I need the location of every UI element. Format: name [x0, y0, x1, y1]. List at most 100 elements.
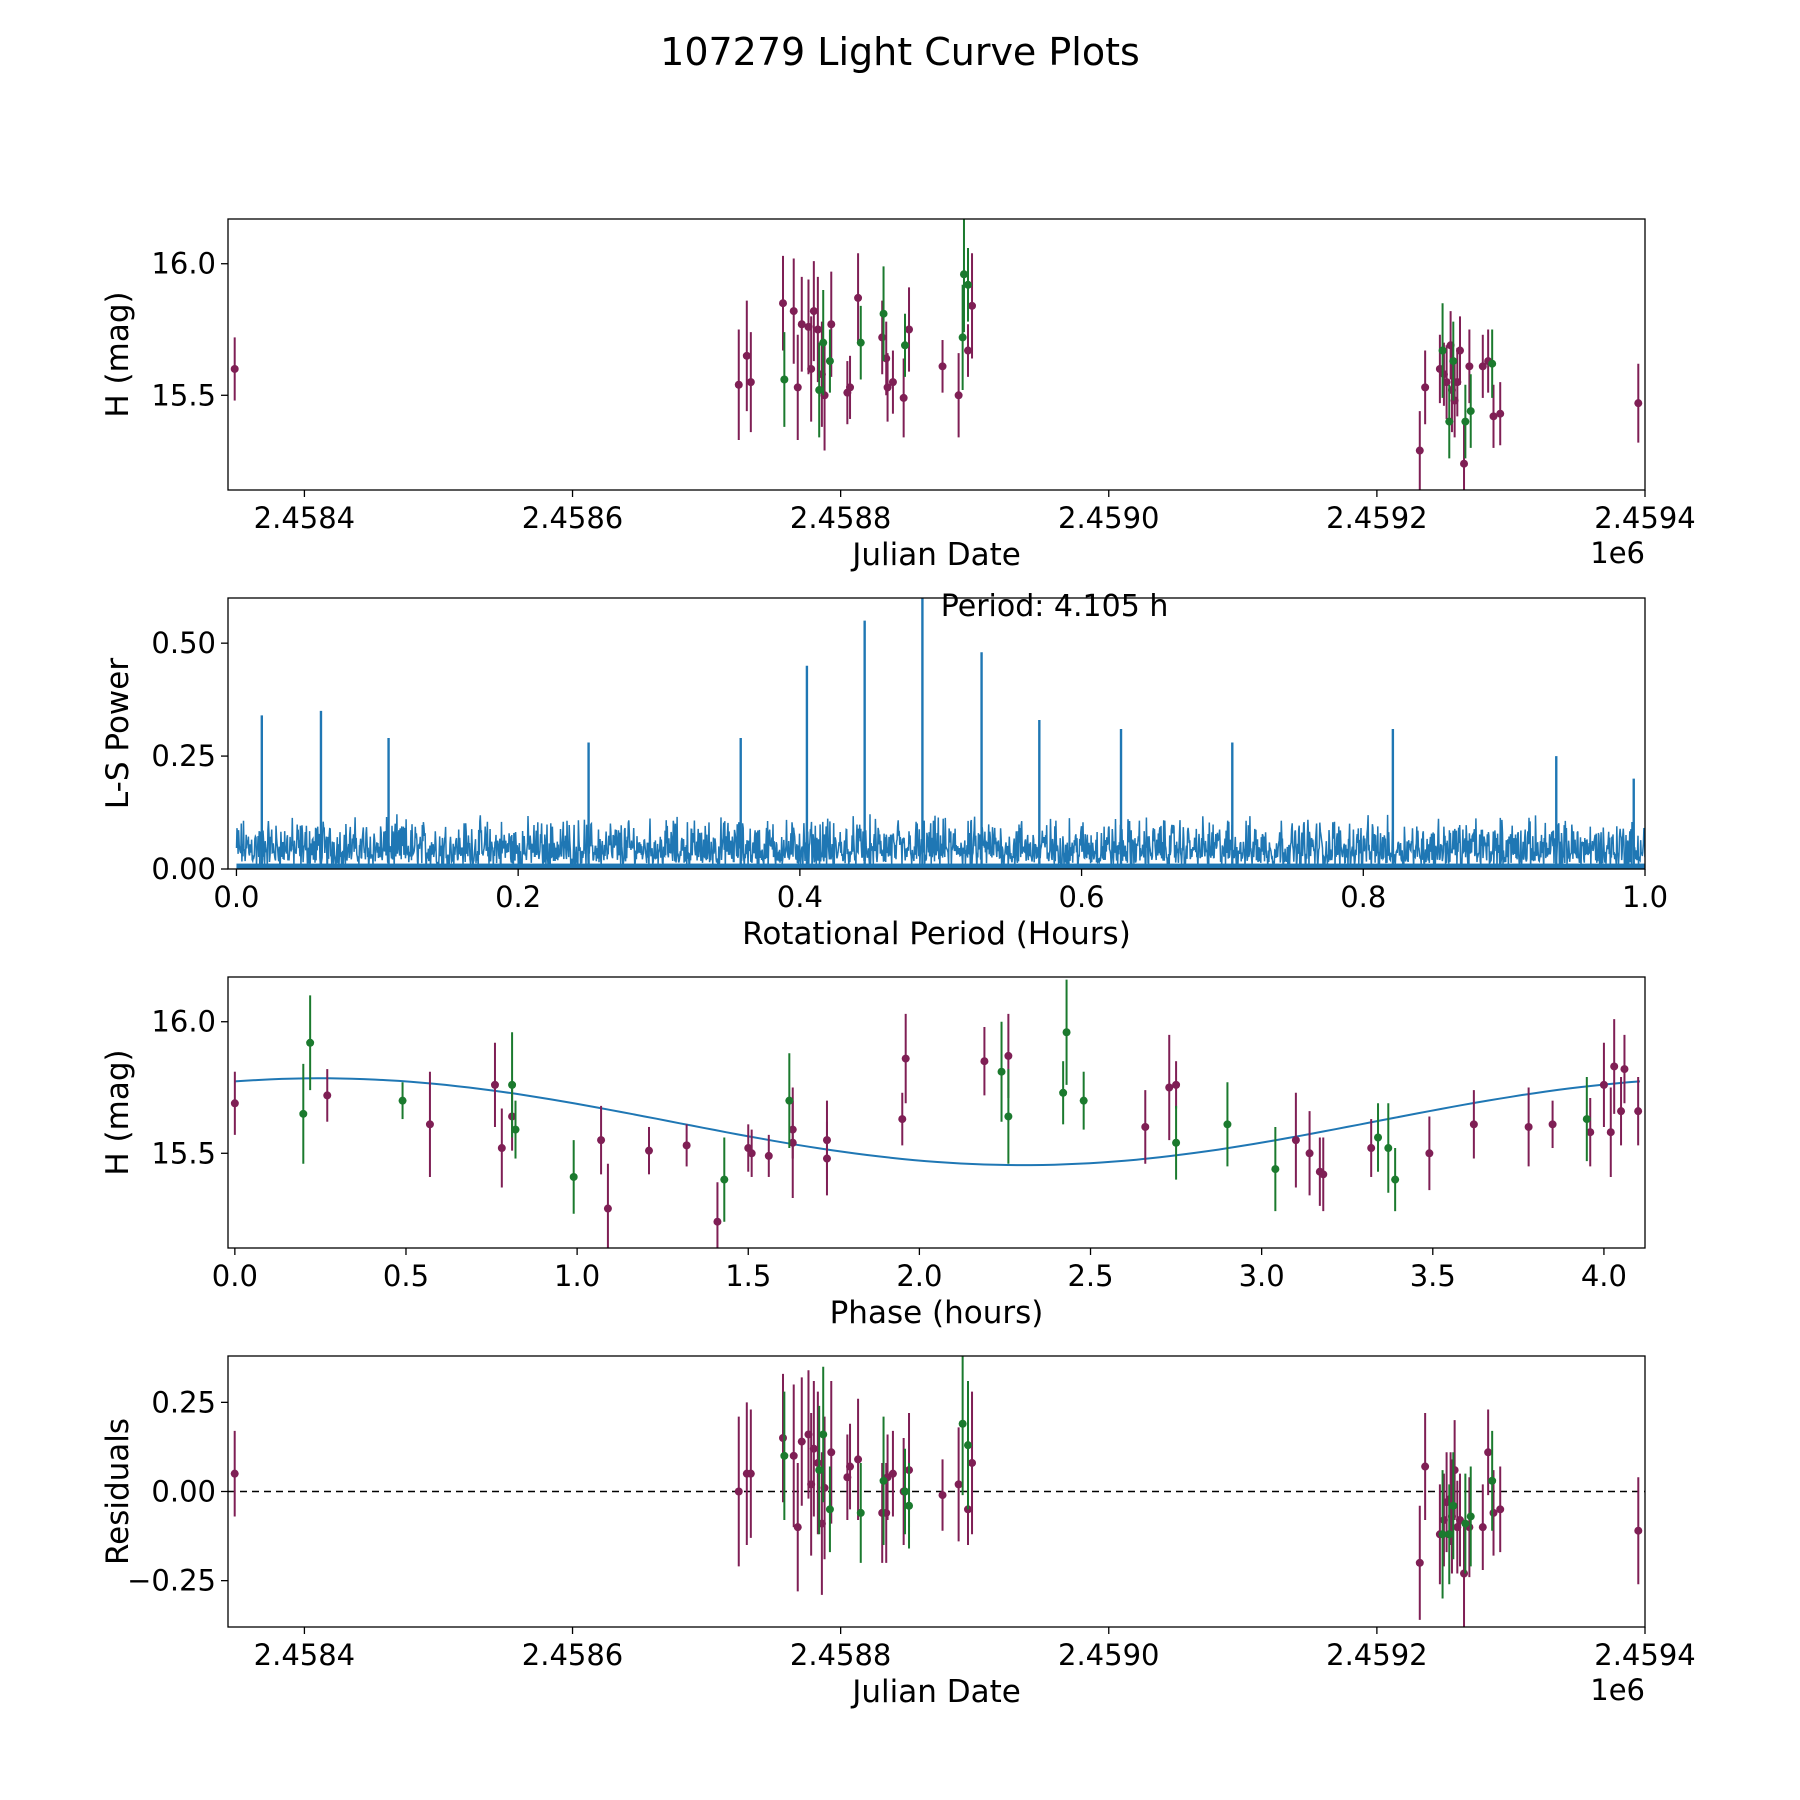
figure-title: 107279 Light Curve Plots: [660, 30, 1140, 74]
x-axis-label: Julian Date: [850, 537, 1021, 573]
data-point: [306, 1038, 315, 1047]
x-tick-label: 2.4590: [1058, 1638, 1159, 1672]
data-point: [964, 1441, 973, 1450]
phase-plot-area: [230, 979, 1643, 1248]
x-tick-label: 1.0: [554, 1259, 600, 1293]
data-point: [856, 1508, 865, 1517]
periodogram-baseline: [236, 863, 1645, 869]
data-point: [1586, 1128, 1595, 1137]
data-point: [1460, 459, 1469, 468]
data-point: [644, 1146, 653, 1155]
series-magenta: [230, 1370, 1643, 1627]
data-point: [1582, 1115, 1591, 1124]
data-point: [230, 1099, 239, 1108]
data-point: [779, 1434, 788, 1443]
data-point: [1599, 1080, 1608, 1089]
data-point: [425, 1120, 434, 1129]
data-point: [901, 1054, 910, 1063]
data-point: [713, 1217, 722, 1226]
data-point: [825, 1505, 834, 1514]
data-point: [1079, 1096, 1088, 1105]
data-point: [1449, 1501, 1458, 1510]
y-tick-label: 16.0: [151, 247, 216, 281]
data-point: [1496, 409, 1505, 418]
y-tick-label: −0.25: [127, 1564, 216, 1598]
data-point: [780, 1451, 789, 1460]
data-point: [1305, 1149, 1314, 1158]
data-point: [968, 301, 977, 310]
x-tick-label: 2.5: [1067, 1259, 1113, 1293]
series-magenta: [230, 253, 1643, 490]
data-point: [888, 1469, 897, 1478]
data-point: [846, 1462, 855, 1471]
data-point: [813, 325, 822, 334]
data-point: [964, 280, 973, 289]
x-tick-label: 0.5: [383, 1259, 429, 1293]
data-point: [1634, 399, 1643, 408]
data-point: [827, 320, 836, 329]
y-axis-label: H (mag): [100, 291, 136, 417]
x-tick-label: 2.4586: [522, 1638, 623, 1672]
data-point: [1391, 1175, 1400, 1184]
data-point: [958, 1419, 967, 1428]
data-point: [1488, 359, 1497, 368]
data-point: [1004, 1051, 1013, 1060]
data-point: [997, 1067, 1006, 1076]
data-point: [964, 346, 973, 355]
data-point: [819, 338, 828, 347]
data-point: [898, 1115, 907, 1124]
x-tick-label: 3.5: [1410, 1259, 1456, 1293]
data-point: [1319, 1170, 1328, 1179]
data-point: [1465, 362, 1474, 371]
data-point: [813, 1458, 822, 1467]
data-point: [780, 375, 789, 384]
phase-axes-frame: [227, 976, 1646, 1249]
series-green: [780, 1356, 1497, 1599]
y-tick-label: 15.5: [151, 378, 216, 412]
data-point: [1484, 1448, 1493, 1457]
data-point: [746, 378, 755, 387]
data-point: [879, 309, 888, 318]
x-tick-label: 2.4594: [1594, 501, 1695, 535]
y-tick-label: 0.00: [151, 1475, 216, 1509]
x-tick-label: 2.4594: [1594, 1638, 1695, 1672]
x-axis-label: Phase (hours): [830, 1295, 1044, 1331]
data-point: [938, 1491, 947, 1500]
x-tick-label: 3.0: [1239, 1259, 1285, 1293]
data-point: [1496, 1505, 1505, 1514]
x-tick-label: 2.4584: [254, 501, 355, 535]
data-point: [954, 391, 963, 400]
data-point: [511, 1125, 520, 1134]
x-tick-label: 0.6: [1059, 880, 1105, 914]
data-point: [1449, 357, 1458, 366]
data-point: [968, 1458, 977, 1467]
data-point: [1421, 1462, 1430, 1471]
data-point: [1478, 1523, 1487, 1532]
x-tick-label: 0.2: [495, 880, 541, 914]
series-magenta: [230, 1013, 1643, 1248]
data-point: [809, 307, 818, 316]
data-point: [323, 1091, 332, 1100]
resid-plot-area: [228, 1356, 1645, 1627]
series-green: [780, 219, 1497, 459]
data-point: [1062, 1028, 1071, 1037]
lc-axes-frame: [227, 218, 1646, 491]
data-point: [820, 1483, 829, 1492]
data-point: [1271, 1165, 1280, 1174]
series-green: [299, 979, 1591, 1222]
data-point: [856, 338, 865, 347]
data-point: [1059, 1088, 1068, 1097]
data-point: [980, 1057, 989, 1066]
data-point: [938, 362, 947, 371]
x-tick-label: 0.8: [1340, 880, 1386, 914]
data-point: [497, 1144, 506, 1153]
y-axis-label: L-S Power: [100, 658, 136, 809]
data-point: [230, 1469, 239, 1478]
data-point: [1172, 1138, 1181, 1147]
x-tick-label: 0.0: [212, 1259, 258, 1293]
data-point: [819, 1430, 828, 1439]
data-point: [1610, 1062, 1619, 1071]
phase-folded-panel: 0.0 0.5 1.0 1.5 2.0 2.5 3.0 3.5 4.0 15.5 16.0 Phase…: [100, 976, 1646, 1331]
data-point: [822, 1154, 831, 1163]
data-point: [793, 383, 802, 392]
